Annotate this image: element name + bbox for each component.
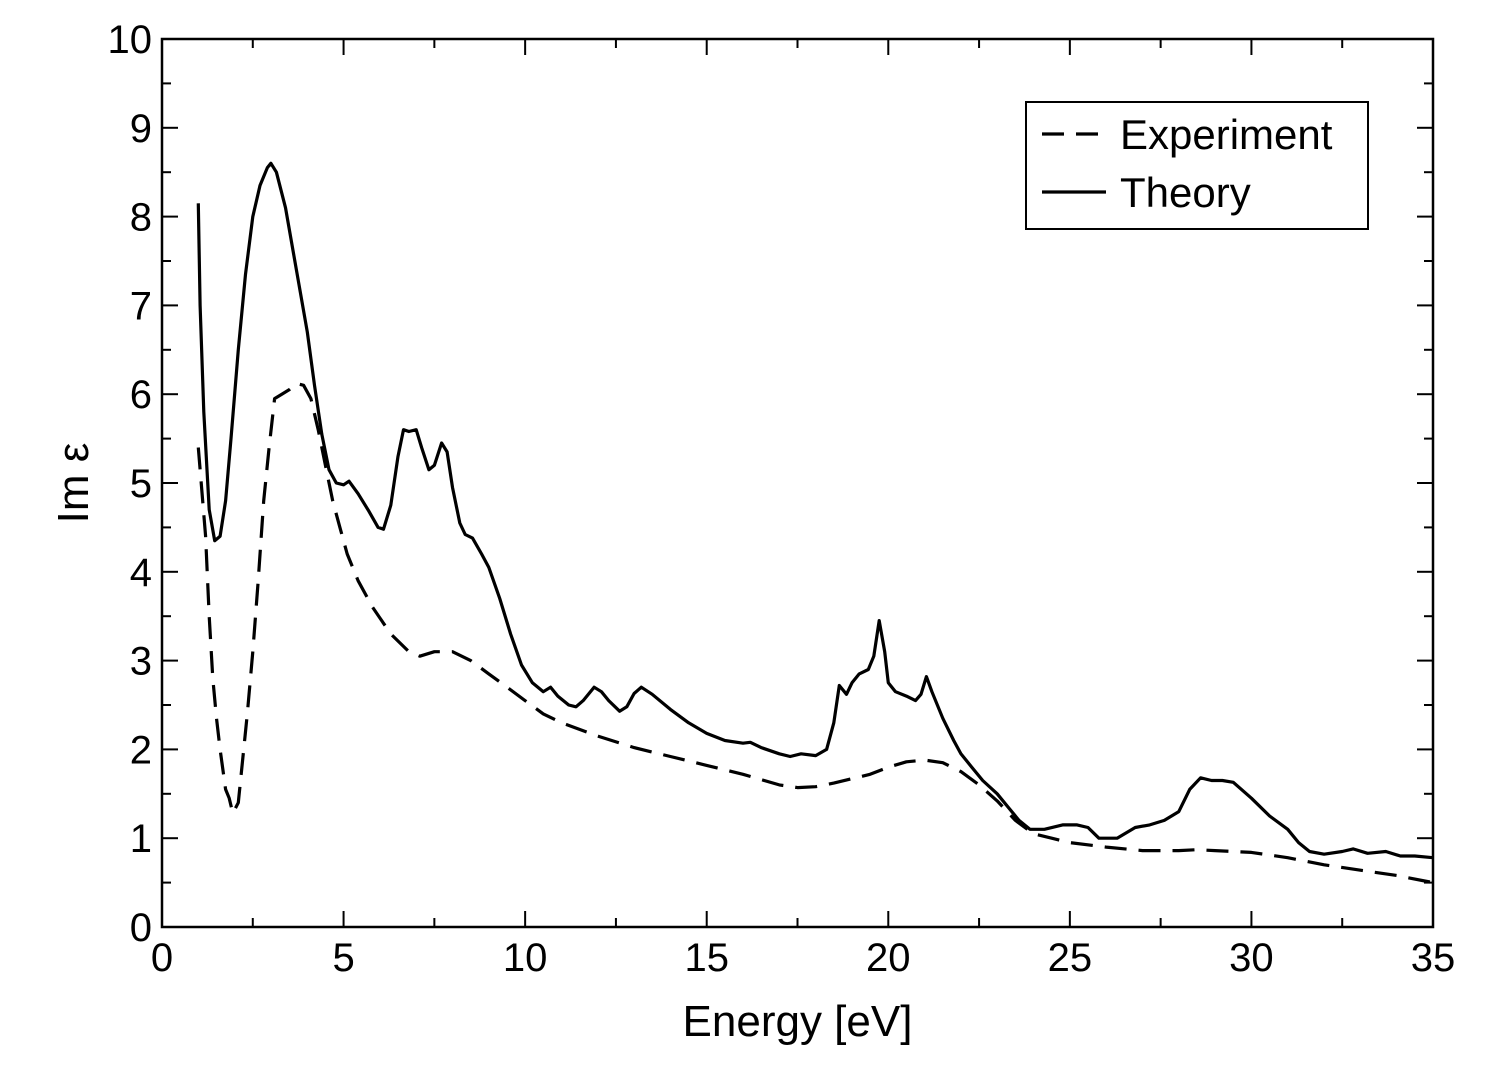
- y-tick-label: 8: [130, 196, 152, 240]
- y-tick-label: 7: [130, 284, 152, 328]
- legend-label-theory: Theory: [1120, 169, 1251, 216]
- x-axis-title: Energy [eV]: [683, 997, 913, 1046]
- series-line-theory: [196, 161, 1434, 860]
- series-line-experiment: [196, 381, 1434, 885]
- y-tick-label: 2: [130, 728, 152, 772]
- y-tick-label: 5: [130, 462, 152, 506]
- y-tick-label: 6: [130, 373, 152, 417]
- legend-box: [1025, 101, 1369, 230]
- y-tick-label: 9: [130, 107, 152, 151]
- x-tick-label: 5: [332, 936, 354, 980]
- y-axis-title: Im ε: [49, 443, 98, 524]
- x-tick-label: 35: [1411, 936, 1456, 980]
- x-tick-label: 20: [866, 936, 911, 980]
- x-tick-label: 30: [1229, 936, 1274, 980]
- x-tick-label: 25: [1048, 936, 1093, 980]
- plot-frame: [160, 37, 1435, 929]
- x-tick-label: 15: [684, 936, 729, 980]
- y-tick-label: 4: [130, 551, 152, 595]
- y-tick-label: 3: [130, 640, 152, 684]
- tick-labels: 0 5 10 15 20 25 30 35 0 1 2 3 4 5 6 7 8 9 10: [108, 18, 1456, 980]
- legend: Experiment Theory: [1025, 101, 1369, 230]
- series-layer: [196, 161, 1434, 885]
- legend-label-experiment: Experiment: [1120, 111, 1333, 158]
- y-tick-label: 1: [130, 817, 152, 861]
- y-tick-label: 10: [108, 18, 153, 62]
- x-tick-label: 10: [503, 936, 548, 980]
- x-tick-label: 0: [151, 936, 173, 980]
- y-tick-label: 0: [130, 906, 152, 950]
